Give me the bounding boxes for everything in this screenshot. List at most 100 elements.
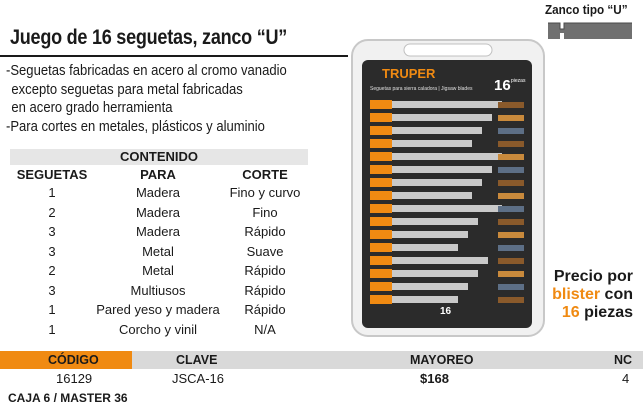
blade	[392, 218, 478, 225]
blade	[392, 296, 458, 303]
cell-count: 3	[48, 224, 56, 240]
blade-tab	[370, 113, 392, 122]
material-swatch	[498, 219, 524, 225]
price-note-con: con	[600, 286, 633, 303]
table-row: 1 Corcho y vinil N/A	[10, 320, 308, 340]
cell-count: 2	[48, 204, 56, 220]
blade-tab	[370, 230, 392, 239]
blade-tab	[370, 269, 392, 278]
material-swatch	[498, 258, 524, 264]
cell-cut: Rápido	[244, 263, 286, 279]
blade	[392, 153, 502, 160]
blade	[392, 205, 502, 212]
price-note-count: 16	[561, 304, 580, 321]
price-note-line3: 16 piezas	[552, 304, 633, 322]
feature-line: -Para cortes en metales, plásticos y alu…	[6, 118, 265, 135]
blade	[392, 244, 458, 251]
value-mayoreo: $168	[420, 371, 449, 386]
blade	[392, 114, 492, 121]
blade	[392, 231, 468, 238]
cell-material: Metal	[142, 263, 174, 279]
cell-count: 1	[48, 321, 56, 337]
blade-tab	[370, 178, 392, 187]
cell-material: Multiusos	[130, 282, 186, 298]
blade	[392, 179, 482, 186]
u-shank-icon	[548, 22, 632, 39]
contents-header-row: SEGUETAS PARA CORTE	[10, 165, 308, 183]
cell-material: Madera	[135, 224, 181, 240]
column-header: CORTE	[242, 166, 288, 182]
cell-count: 3	[48, 243, 56, 259]
package-count: 16	[494, 77, 511, 94]
blade-tab	[370, 295, 392, 304]
table-row: 3 Madera Rápido	[10, 222, 308, 242]
table-row: 2 Madera Fino	[10, 203, 308, 223]
material-swatch	[498, 297, 524, 303]
blade-tab	[370, 282, 392, 291]
title-divider	[0, 55, 348, 57]
price-note-blister: blister	[552, 286, 601, 303]
brand-logo: TRUPER	[382, 66, 436, 81]
cell-material: Pared yeso y madera	[96, 302, 220, 318]
cell-count: 1	[48, 302, 56, 318]
pricing-header-accent	[0, 351, 132, 369]
material-swatch	[498, 141, 524, 147]
blade-tab	[370, 191, 392, 200]
price-note: Precio por blister con 16 piezas	[552, 268, 633, 322]
table-row: 3 Metal Suave	[10, 242, 308, 262]
blade-tab	[370, 204, 392, 213]
shank-type-label: Zanco tipo “U”	[545, 2, 628, 17]
blade-tab	[370, 217, 392, 226]
page-title: Juego de 16 seguetas, zanco “U”	[10, 26, 288, 49]
table-row: 1 Madera Fino y curvo	[10, 183, 308, 203]
material-swatch	[498, 128, 524, 134]
cell-cut: Rápido	[244, 282, 286, 298]
cell-cut: N/A	[254, 321, 276, 337]
contents-heading: CONTENIDO	[10, 149, 308, 165]
column-header: SEGUETAS	[16, 166, 88, 182]
blade	[392, 192, 472, 199]
table-row: 1 Pared yeso y madera Rápido	[10, 300, 308, 320]
material-swatch	[498, 206, 524, 212]
cell-count: 1	[48, 185, 56, 201]
blade	[392, 101, 502, 108]
cell-material: Corcho y vinil	[118, 321, 198, 337]
price-note-piezas: piezas	[579, 304, 633, 321]
blade	[392, 283, 468, 290]
blade	[392, 127, 482, 134]
package-count-bottom: 16	[440, 306, 452, 317]
blade-tab	[370, 126, 392, 135]
feature-line: excepto seguetas para metal fabricadas	[11, 81, 243, 98]
package-count-label: piezas	[511, 78, 526, 84]
material-swatch	[498, 167, 524, 173]
material-swatch	[498, 115, 524, 121]
cell-count: 3	[48, 282, 56, 298]
cell-count: 2	[48, 263, 56, 279]
packaging-footer: CAJA 6 / MASTER 36	[8, 391, 128, 405]
blade-tab	[370, 165, 392, 174]
blade	[392, 270, 478, 277]
cell-cut: Fino	[252, 204, 278, 220]
material-swatch	[498, 180, 524, 186]
cell-cut: Suave	[246, 243, 284, 259]
material-swatch	[498, 271, 524, 277]
feature-line: en acero grado herramienta	[11, 100, 173, 116]
table-row: 3 Multiusos Rápido	[10, 281, 308, 301]
material-swatch	[498, 232, 524, 238]
blade	[392, 166, 492, 173]
blade	[392, 140, 472, 147]
blade-tab	[370, 243, 392, 252]
feature-list: -Seguetas fabricadas en acero al cromo v…	[6, 62, 287, 136]
header-clave: CLAVE	[176, 353, 218, 367]
blade-tab	[370, 139, 392, 148]
package-subtitle: Seguetas para sierra caladora | Jigsaw b…	[370, 86, 473, 92]
cell-material: Madera	[135, 185, 181, 201]
price-note-line1: Precio por	[553, 268, 633, 285]
blade-stack	[370, 100, 524, 304]
blade-tab	[370, 256, 392, 265]
header-nc: NC	[614, 353, 633, 367]
value-clave: JSCA-16	[172, 371, 225, 386]
cell-cut: Rápido	[244, 302, 286, 318]
blade	[392, 257, 488, 264]
feature-line: -Seguetas fabricadas en acero al cromo v…	[6, 63, 287, 79]
